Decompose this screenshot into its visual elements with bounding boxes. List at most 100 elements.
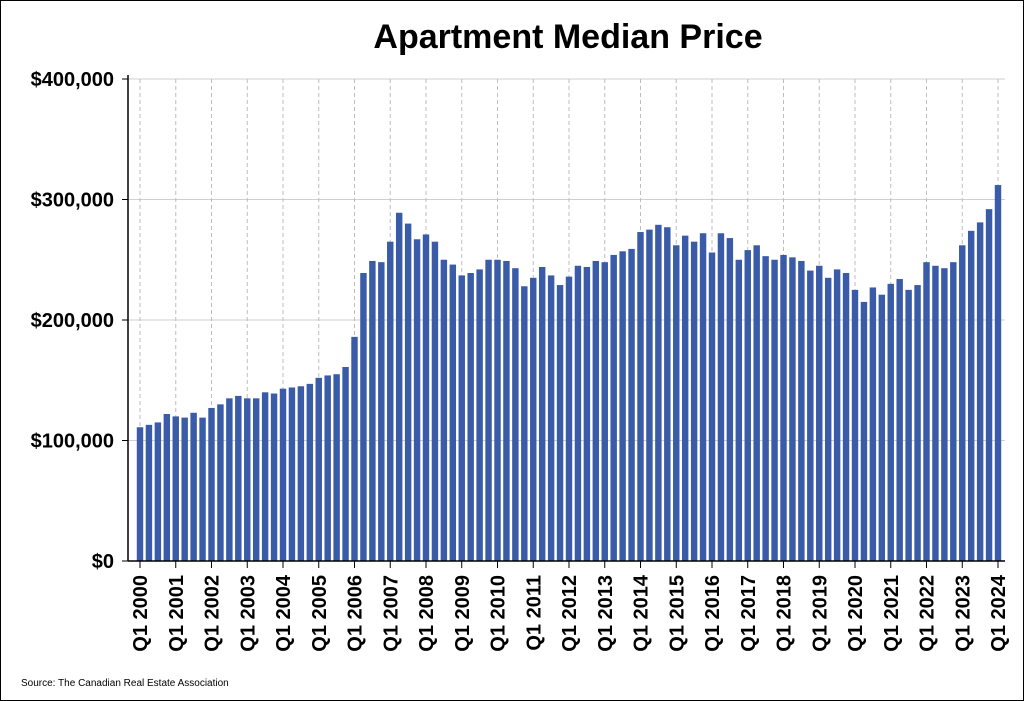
bar [726,238,734,561]
bar [985,209,993,561]
bar [512,268,519,561]
x-tick-label: Q1 2013 [595,575,617,652]
bar [261,392,269,561]
bar [601,262,608,561]
bar [860,301,868,561]
y-tick-label: $100,000 [31,431,114,453]
bar [789,257,796,561]
x-tick-label: Q1 2015 [666,575,688,652]
bar [431,241,439,562]
x-tick-label: Q1 2000 [130,575,152,652]
bar [976,222,984,561]
bar [717,233,725,562]
bar [181,417,188,561]
x-tick-label: Q1 2024 [988,574,1010,652]
x-tick-label: Q1 2017 [738,575,760,652]
bar [154,422,162,561]
bar [378,262,385,561]
bar [315,377,322,561]
y-tick-label: $200,000 [31,310,114,332]
bar [217,404,224,561]
bar [547,275,555,561]
bar [333,374,340,561]
bar [753,245,760,562]
bar [923,262,930,561]
bar [244,398,251,561]
bar [798,260,805,561]
bar [842,273,850,561]
x-tick-label: Q1 2002 [202,575,224,652]
bar [824,277,832,561]
bar [708,252,716,561]
bar [306,383,314,561]
bar [762,256,769,561]
bar [914,285,921,561]
bar [145,424,153,561]
x-tick-label: Q1 2007 [380,575,402,652]
bar [449,264,457,561]
x-tick-label: Q1 2023 [952,575,974,652]
bar [610,254,617,561]
bar [681,235,689,561]
x-tick-label: Q1 2011 [523,575,545,651]
bar [869,287,877,561]
bar [699,233,707,562]
bar [413,239,421,561]
bar [458,275,465,561]
bar [252,398,260,561]
x-tick-label: Q1 2003 [237,575,259,652]
bar [673,245,680,562]
bar [467,273,474,561]
x-tick-label: Q1 2022 [917,575,939,652]
x-tick-label: Q1 2021 [881,575,903,652]
bar [297,386,305,561]
bar [950,262,957,561]
bar [932,265,939,561]
bar [369,260,376,561]
labels-layer: $0 $100,000 $200,000 $300,000 $400,000 Q1 200… [31,69,1010,652]
bar [440,259,448,561]
source-note: Source: The Canadian Real Estate Associa… [21,678,229,689]
bar [565,276,573,561]
bar [404,223,412,561]
x-tick-label: Q1 2009 [452,575,474,652]
y-tick-label: $300,000 [31,190,114,212]
bar [226,398,233,561]
bars-layer [136,185,1002,562]
y-tick-label: $0 [92,551,114,573]
bar [967,230,975,561]
x-tick-label: Q1 2001 [166,575,188,652]
bar [771,259,778,561]
bar [816,265,823,561]
bar [637,232,644,561]
bar [503,260,510,561]
bar [163,413,171,561]
bar [807,270,814,561]
bar [208,407,215,561]
bar [941,268,948,561]
x-tick-label: Q1 2008 [416,575,438,652]
bar [574,265,582,561]
bar [735,259,743,561]
bar [279,388,287,561]
y-tick-label: $400,000 [31,69,114,91]
bar [592,260,600,561]
x-tick-label: Q1 2005 [309,575,331,652]
bar [583,266,591,561]
bar [646,229,653,561]
bar [270,393,278,561]
bar [387,241,394,562]
x-tick-label: Q1 2020 [845,575,867,652]
bar [619,251,626,561]
x-tick-label: Q1 2018 [774,575,796,652]
bar [342,366,349,561]
x-tick-label: Q1 2004 [273,574,295,652]
bar [199,417,206,561]
bar [136,427,144,561]
bar [521,286,528,561]
bar [905,289,912,561]
x-tick-label: Q1 2016 [702,575,724,652]
x-tick-label: Q1 2012 [559,575,581,652]
